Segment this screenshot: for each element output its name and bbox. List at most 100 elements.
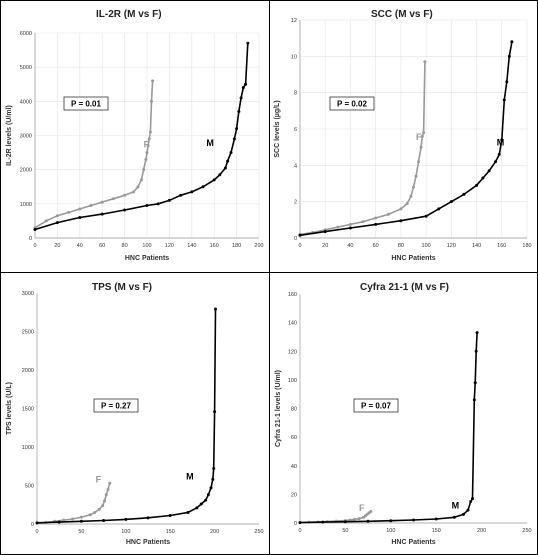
chart-3-x-tick-label: 0 xyxy=(35,529,38,535)
chart-1-series-f-point xyxy=(145,151,149,155)
chart-4-y-tick-label: 80 xyxy=(291,407,297,413)
chart-4-x-tick-label: 150 xyxy=(432,528,441,534)
chart-4-series-m-point xyxy=(366,519,370,523)
chart-1-title: IL-2R (M vs F) xyxy=(96,9,162,20)
chart-3-pvalue-box xyxy=(93,398,139,413)
chart-2-series-m-point xyxy=(462,192,466,196)
chart-4-series-m-point xyxy=(472,398,476,402)
chart-2-series-f-point xyxy=(423,60,427,64)
chart-2-pvalue-box xyxy=(329,96,375,111)
chart-4-y-tick-label: 40 xyxy=(291,464,297,470)
chart-1-x-tick-label: 140 xyxy=(187,243,196,249)
chart-panel-cyfra: 0 50 100 150 200 250 0 20 40 60 80 100 120 140 160 Cyfr… xyxy=(269,272,538,555)
chart-1-x-tick-label: 180 xyxy=(232,243,241,249)
chart-3-series-f-point xyxy=(79,515,83,519)
chart-2-y-tick-label: 4 xyxy=(294,163,297,169)
chart-1-series-f-point xyxy=(55,214,59,218)
chart-2-series-m-point xyxy=(475,183,479,187)
chart-2-x-tick-label: 120 xyxy=(447,243,456,249)
chart-tps-svg: 0 50 100 150 200 250050010001500200025003000T… xyxy=(6,282,264,546)
chart-1-y-tick-label: 1000 xyxy=(20,202,32,208)
chart-1-series-f-point xyxy=(78,207,82,211)
chart-3-series-m-point xyxy=(199,502,203,506)
chart-2-x-tick-label: 0 xyxy=(298,243,301,249)
chart-1-y-axis-label: IL-2R levels (U/ml) xyxy=(6,105,13,166)
chart-2-series-m-point xyxy=(437,207,441,211)
chart-1-x-tick-label: 160 xyxy=(210,243,219,249)
chart-1-series-m-point xyxy=(179,193,183,197)
chart-2-series-f-point xyxy=(348,222,352,226)
chart-4-y-axis-label: Cyfra 21-1 levels (U/ml) xyxy=(275,370,282,447)
chart-1-series-m-point xyxy=(246,41,250,45)
chart-1-pvalue-text: P = 0.01 xyxy=(71,100,101,109)
chart-3-series-m-point xyxy=(213,307,217,311)
chart-4-series-m-point xyxy=(466,508,470,512)
chart-3-y-tick-label: 500 xyxy=(25,484,34,490)
chart-3-series-f-point xyxy=(97,507,101,511)
chart-2-series-m-point xyxy=(449,200,453,204)
chart-1-series-m-point xyxy=(244,82,248,86)
chart-1-series-f-point xyxy=(123,193,127,197)
chart-1-series-m-point xyxy=(167,198,171,202)
chart-3-y-tick-label: 1000 xyxy=(22,445,34,451)
chart-2-series-m-point xyxy=(493,160,497,164)
chart-2-x-tick-label: 180 xyxy=(522,243,531,249)
chart-1-series-f-point xyxy=(132,190,136,194)
chart-4-series-f-point xyxy=(352,517,356,521)
chart-1-series-f-point xyxy=(151,79,155,83)
chart-panel-scc: 0 20 40 60 80 100 120 140 160 180 0 2 4 6 8 10 12 SCC (M … xyxy=(269,0,538,273)
chart-1-y-tick-label: 6000 xyxy=(20,31,32,37)
chart-2-series-f-point xyxy=(361,220,365,224)
chart-3-series-f-point xyxy=(108,481,112,485)
chart-panel-tps: 0 50 100 150 200 250 0 500 1000 1500 2000 2500 3000 T… xyxy=(0,272,270,555)
chart-4-series-m-line xyxy=(299,332,478,524)
chart-2-series-f-point xyxy=(399,207,403,211)
chart-2-series-f-point xyxy=(414,174,418,178)
chart-4-x-tick-label: 250 xyxy=(522,528,531,534)
chart-1-series-m-point xyxy=(241,86,245,90)
chart-2-x-tick-label: 80 xyxy=(398,243,404,249)
chart-2-x-tick-label: 140 xyxy=(472,243,481,249)
chart-3-y-tick-label: 2500 xyxy=(22,330,34,336)
chart-3-x-tick-label: 150 xyxy=(166,529,175,535)
chart-1-x-tick-label: 60 xyxy=(99,243,105,249)
chart-1-series-m-point xyxy=(239,96,243,100)
chart-2-series-f-point xyxy=(405,201,409,205)
chart-3-series-f-point xyxy=(62,518,66,522)
chart-1-series-m-point xyxy=(226,159,230,163)
chart-2-y-axis-label: SCC levels (µg/L) xyxy=(274,100,281,157)
chart-1-x-tick-label: 80 xyxy=(122,243,128,249)
chart-4-series-m-point xyxy=(343,520,347,524)
chart-4-series-f-point xyxy=(369,510,373,514)
chart-2-y-tick-label: 0 xyxy=(294,236,297,242)
chart-3-series-m-point xyxy=(213,410,217,414)
chart-2-series-m-point xyxy=(424,214,428,218)
chart-3-series-label-f: F xyxy=(96,474,102,484)
chart-4-y-tick-label: 160 xyxy=(288,292,297,298)
chart-1-series-m-point xyxy=(229,151,233,155)
chart-3-series-m-point xyxy=(79,519,83,523)
chart-3-series-m-point xyxy=(124,517,128,521)
chart-4-y-tick-label: 140 xyxy=(288,321,297,327)
chart-2-x-tick-label: 40 xyxy=(347,243,353,249)
chart-3-series-m-point xyxy=(57,520,61,524)
chart-1-series-f-point xyxy=(89,204,93,208)
chart-1-series-m-point xyxy=(223,166,227,170)
chart-2-y-tick-label: 12 xyxy=(291,18,297,24)
chart-4-series-m-point xyxy=(474,349,478,353)
chart-4-series-m-point xyxy=(452,515,456,519)
chart-3-x-tick-label: 200 xyxy=(210,529,219,535)
chart-4-x-tick-label: 200 xyxy=(477,528,486,534)
chart-2-series-f-point xyxy=(412,185,415,189)
chart-1-x-tick-label: 20 xyxy=(54,243,60,249)
chart-1-series-m-point xyxy=(33,227,37,231)
chart-1-series-m-point xyxy=(78,216,82,219)
chart-1-pvalue-box xyxy=(63,96,109,111)
chart-2-series-f-point xyxy=(409,194,413,198)
chart-2-series-f-point xyxy=(422,131,426,135)
chart-1-series-label-m: M xyxy=(206,138,214,148)
chart-2-y-tick-label: 2 xyxy=(294,200,297,206)
chart-1-series-f-point xyxy=(146,144,150,148)
chart-3-title: TPS (M vs F) xyxy=(92,282,152,293)
chart-3-series-f-point xyxy=(93,510,97,514)
